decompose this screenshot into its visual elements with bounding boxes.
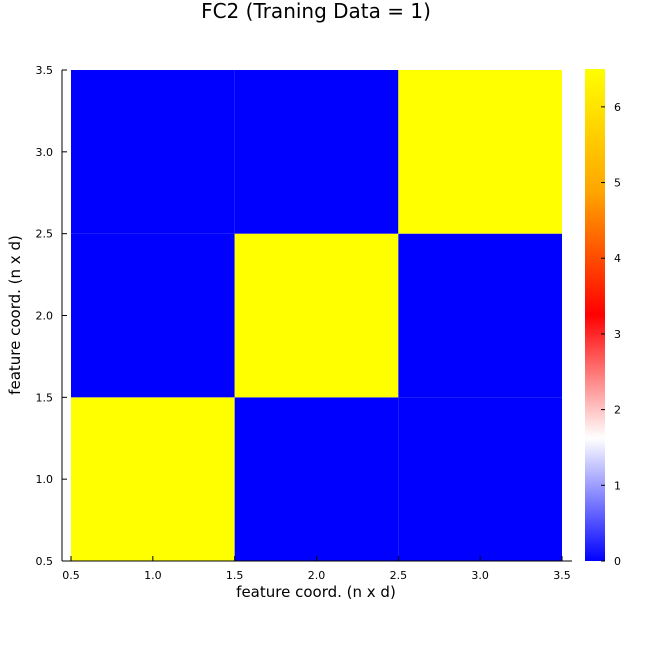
y-axis-label: feature coord. (n x d) <box>6 235 24 395</box>
x-tick-label: 0.5 <box>62 569 80 582</box>
y-tick-label: 3.5 <box>36 64 54 77</box>
colorbar-tick-label: 0 <box>614 555 621 568</box>
x-tick-label: 1.0 <box>144 569 162 582</box>
heatmap-cell <box>234 397 399 561</box>
y-tick-label: 1.5 <box>36 391 54 404</box>
chart-title: FC2 (Traning Data = 1) <box>201 0 431 23</box>
x-tick-label: 2.5 <box>390 569 408 582</box>
heatmap-cell <box>234 233 399 398</box>
heatmap-cell <box>71 70 235 234</box>
colorbar-tick-label: 4 <box>614 252 621 265</box>
heatmap-cell <box>398 70 562 234</box>
colorbar: 0 1 2 3 4 5 6 <box>585 69 621 568</box>
colorbar-tick-label: 1 <box>614 479 621 492</box>
heatmap-cell <box>398 397 562 561</box>
heatmap-cell <box>71 397 235 561</box>
colorbar-gradient <box>585 69 605 561</box>
x-tick-label: 2.0 <box>308 569 326 582</box>
x-tick-label: 3.5 <box>553 569 571 582</box>
y-tick-label: 1.0 <box>36 473 54 486</box>
y-tick-label: 0.5 <box>36 555 54 568</box>
y-tick-label: 2.0 <box>36 310 54 323</box>
heatmap-cell <box>398 233 562 398</box>
heatmap-cell <box>234 70 399 234</box>
colorbar-tick-label: 2 <box>614 404 621 417</box>
heatmap-cells <box>71 70 562 561</box>
colorbar-tick-label: 6 <box>614 101 621 114</box>
heatmap-cell <box>71 233 235 398</box>
colorbar-tick-label: 5 <box>614 177 621 190</box>
colorbar-tick-label: 3 <box>614 328 621 341</box>
y-tick-label: 2.5 <box>36 228 54 241</box>
y-tick-label: 3.0 <box>36 146 54 159</box>
x-tick-label: 3.0 <box>471 569 489 582</box>
x-tick-label: 1.5 <box>226 569 244 582</box>
plot-axes: 0.5 1.0 1.5 2.0 2.5 3.0 3.5 0.5 1.0 1.5 2.0 2.5 3.0 3… <box>36 64 572 582</box>
x-axis-label: feature coord. (n x d) <box>236 583 396 601</box>
